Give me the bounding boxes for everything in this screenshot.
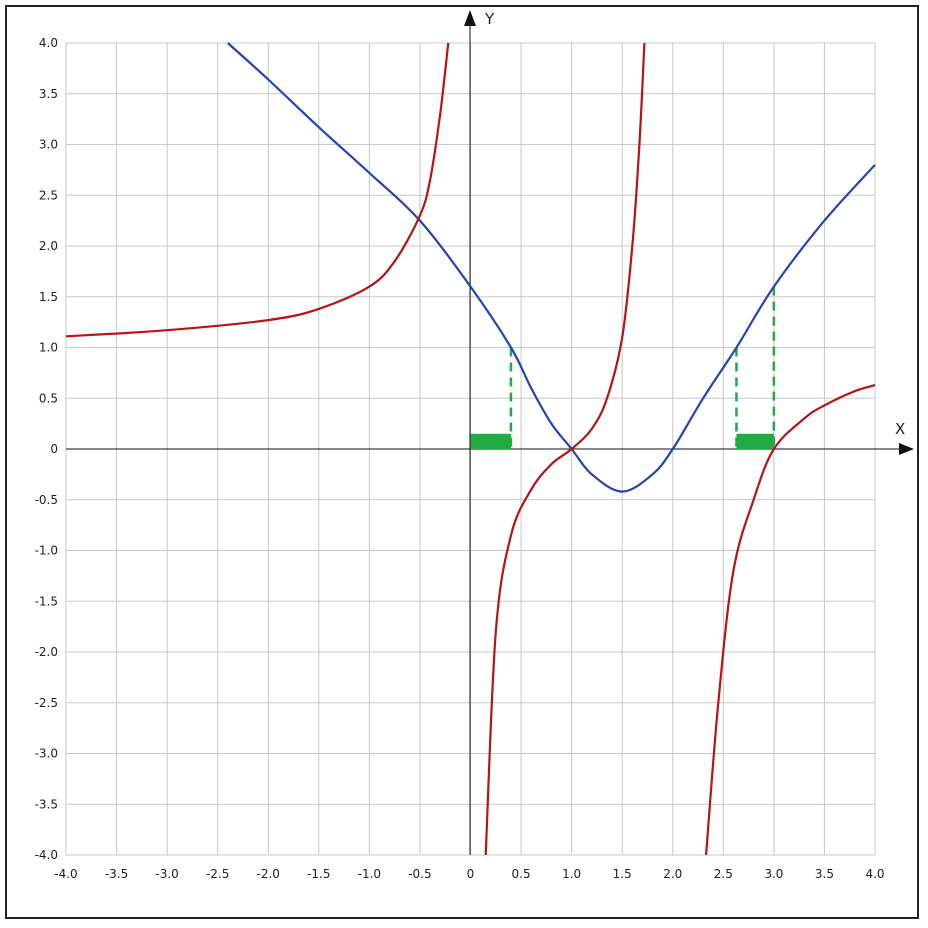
tick-labels: -4.0 -3.5 -3.0 -2.5 -2.0 -1.5 -1.0 -0.5 0 0.5 1.0 1… xyxy=(35,36,885,881)
y-axis-label: Y xyxy=(484,10,495,28)
x-tick-label: 1.0 xyxy=(562,867,581,881)
x-tick-label: -2.0 xyxy=(257,867,280,881)
y-tick-label: 1.5 xyxy=(39,290,58,304)
x-tick-label: 2.5 xyxy=(714,867,733,881)
x-tick-label: 1.5 xyxy=(613,867,632,881)
y-tick-label: -1.0 xyxy=(35,544,58,558)
y-tick-label: -4.0 xyxy=(35,848,58,862)
y-tick-label: 4.0 xyxy=(39,36,58,50)
x-tick-label: 3.0 xyxy=(764,867,783,881)
x-tick-label: -1.0 xyxy=(358,867,381,881)
x-tick-label: 4.0 xyxy=(865,867,884,881)
curve-series-2 xyxy=(484,42,646,856)
x-axis-arrow xyxy=(899,443,914,455)
x-tick-label: -4.0 xyxy=(54,867,77,881)
x-tick-label: -1.5 xyxy=(307,867,330,881)
y-tick-label: -3.0 xyxy=(35,747,58,761)
y-axis-arrow xyxy=(464,10,476,26)
x-tick-label: 0 xyxy=(467,867,475,881)
curve-series-3 xyxy=(705,384,876,856)
x-tick-label: 3.5 xyxy=(815,867,834,881)
y-tick-label: 0 xyxy=(50,442,58,456)
y-tick-label: 2.5 xyxy=(39,188,58,202)
y-tick-label: -3.5 xyxy=(35,797,58,811)
y-tick-label: -2.5 xyxy=(35,696,58,710)
curve-series-1 xyxy=(65,42,450,338)
x-tick-label: 2.0 xyxy=(663,867,682,881)
y-tick-label: -2.0 xyxy=(35,645,58,659)
y-tick-label: 3.0 xyxy=(39,138,58,152)
x-tick-label: 0.5 xyxy=(512,867,531,881)
y-tick-label: 0.5 xyxy=(39,391,58,405)
highlight-interval-bar xyxy=(736,433,774,449)
y-tick-label: -0.5 xyxy=(35,493,58,507)
y-tick-label: 1.0 xyxy=(39,341,58,355)
y-tick-label: -1.5 xyxy=(35,594,58,608)
curves xyxy=(65,42,876,856)
curve-series-0 xyxy=(227,42,876,493)
x-tick-label: -3.5 xyxy=(105,867,128,881)
x-tick-label: -2.5 xyxy=(206,867,229,881)
x-tick-label: -0.5 xyxy=(408,867,431,881)
highlight-marks xyxy=(470,286,776,449)
x-tick-label: -3.0 xyxy=(155,867,178,881)
highlight-interval-bar xyxy=(470,433,511,449)
x-axis-label: X xyxy=(895,420,905,438)
y-tick-label: 3.5 xyxy=(39,87,58,101)
y-tick-label: 2.0 xyxy=(39,239,58,253)
